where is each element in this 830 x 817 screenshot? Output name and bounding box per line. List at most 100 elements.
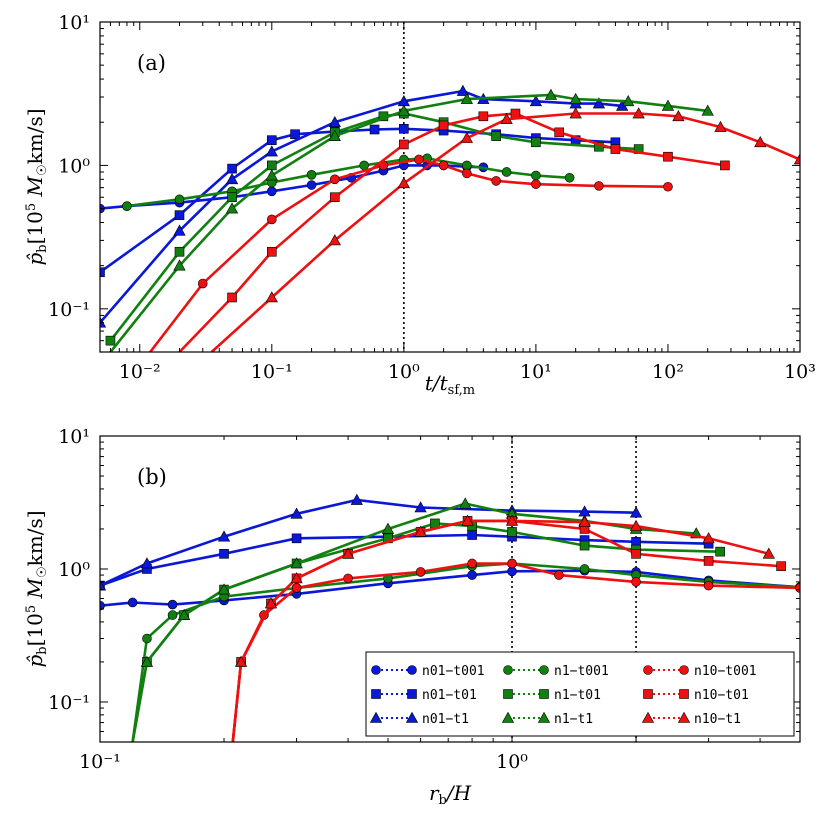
data-point xyxy=(438,160,449,171)
series-n10-t001 xyxy=(149,154,673,352)
data-point xyxy=(100,316,107,328)
data-point xyxy=(381,522,395,534)
data-point xyxy=(703,556,714,566)
data-point xyxy=(701,104,714,116)
legend-entry: n10−t001 xyxy=(643,664,757,679)
legend-entry: n01−t01 xyxy=(371,688,477,703)
legend-marker xyxy=(405,711,419,723)
series-dots-n10-t1 xyxy=(211,112,800,352)
data-point xyxy=(702,532,715,544)
data-point xyxy=(491,176,501,186)
data-point xyxy=(478,111,489,122)
y-tick-label: 10⁰ xyxy=(58,155,90,177)
legend-entry: n01−t001 xyxy=(371,664,485,679)
data-point xyxy=(142,633,152,644)
legend-marker xyxy=(537,711,551,723)
legend-marker xyxy=(679,665,689,675)
data-point xyxy=(531,170,541,181)
data-point xyxy=(467,530,477,540)
data-point xyxy=(330,192,340,203)
x-tick-label: 10¹ xyxy=(520,361,552,383)
legend-marker xyxy=(539,665,549,675)
data-point xyxy=(507,558,517,569)
data-point xyxy=(461,514,474,526)
panel-b-letter: (b) xyxy=(137,465,167,489)
data-point xyxy=(510,108,521,119)
data-point xyxy=(227,163,237,174)
data-point xyxy=(234,655,248,667)
legend-marker xyxy=(503,689,513,699)
panel-a-xlabel: t/tsf,m xyxy=(425,371,475,398)
data-point xyxy=(306,170,317,180)
data-point xyxy=(661,99,675,111)
legend-marker xyxy=(501,711,515,723)
data-point xyxy=(462,168,472,179)
series-n10-t1 xyxy=(210,107,800,352)
data-point xyxy=(265,145,278,157)
legend-marker xyxy=(407,689,417,699)
data-point xyxy=(414,525,427,537)
data-point xyxy=(290,507,303,519)
data-point xyxy=(167,610,178,620)
data-point xyxy=(505,514,519,526)
legend: n01−t001 n1−t001 n10−t001 n01−t01 n1−t01 n10−… xyxy=(365,651,795,737)
data-point xyxy=(715,546,725,557)
data-point xyxy=(397,177,410,189)
data-point xyxy=(328,115,341,128)
data-point xyxy=(290,557,303,569)
data-point xyxy=(500,112,513,125)
data-point xyxy=(629,506,643,518)
data-point xyxy=(762,547,775,559)
data-point xyxy=(267,135,277,145)
data-point xyxy=(399,124,409,134)
legend-label: n10−t1 xyxy=(694,712,741,727)
data-point xyxy=(501,167,512,177)
data-point xyxy=(569,92,582,104)
legend-label: n10−t001 xyxy=(694,664,757,679)
data-point xyxy=(330,174,340,185)
data-point xyxy=(267,186,277,197)
data-point xyxy=(554,570,564,580)
y-tick-label: 10¹ xyxy=(58,426,90,448)
data-point xyxy=(438,120,449,131)
x-tick-label: 10⁻¹ xyxy=(251,361,293,383)
series-n1-t01 xyxy=(105,108,644,346)
y-tick-label: 10¹ xyxy=(58,12,90,34)
legend-marker xyxy=(369,711,383,723)
panel-b-xlabel: rb/H xyxy=(429,781,472,808)
legend-entry: n01−t1 xyxy=(369,711,469,727)
legend-label: n01−t001 xyxy=(422,664,485,679)
data-point xyxy=(594,181,604,191)
series-dots-n10-t01 xyxy=(232,520,782,742)
data-point xyxy=(622,95,635,107)
data-point xyxy=(631,577,641,587)
data-point xyxy=(306,180,317,190)
data-point xyxy=(714,120,727,132)
series-dots-n1-t001 xyxy=(131,562,800,742)
panel-b: 10⁻¹ 10⁰ 10⁻¹ 10⁰ 10¹ (b) rb/H p̂b[105 M☉km/… xyxy=(23,426,801,808)
data-point xyxy=(291,583,302,593)
series-dots-n1-t01 xyxy=(131,522,721,742)
panel-a: 10⁻² 10⁻¹ 10⁰ 10¹ 10² 10³ 10⁻¹ 10⁰ 10¹ (a) t/tsf… xyxy=(23,12,816,398)
x-tick-label: 10⁻² xyxy=(119,361,161,383)
data-point xyxy=(414,501,427,513)
data-point xyxy=(414,154,424,165)
series-n10-t1 xyxy=(231,514,775,742)
legend-marker xyxy=(643,665,653,675)
legend-marker xyxy=(371,665,381,675)
data-point xyxy=(460,131,473,143)
data-point xyxy=(328,234,341,246)
legend-entry: n1−t001 xyxy=(503,664,609,679)
data-point xyxy=(579,564,590,574)
data-point xyxy=(672,110,685,122)
data-point xyxy=(140,655,154,667)
data-point xyxy=(793,153,800,165)
series-line-n10-t001 xyxy=(149,158,669,352)
data-point xyxy=(173,259,186,271)
data-point xyxy=(227,192,237,203)
legend-label: n01−t01 xyxy=(422,688,477,703)
legend-label: n1−t01 xyxy=(554,688,601,703)
series-dots-n1-t01 xyxy=(109,112,639,342)
data-point xyxy=(632,107,645,119)
